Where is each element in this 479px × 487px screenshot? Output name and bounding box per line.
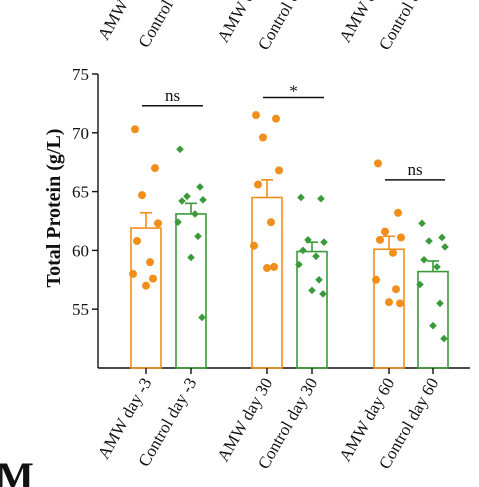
data-point	[372, 275, 380, 284]
data-point	[396, 299, 404, 308]
data-point	[149, 274, 157, 283]
data-point	[295, 260, 303, 269]
data-point	[312, 252, 320, 261]
data-point	[191, 210, 199, 218]
data-point	[319, 290, 327, 298]
y-tick-label: 70	[72, 124, 89, 143]
data-point	[259, 133, 267, 142]
data-point	[198, 313, 206, 322]
data-point	[199, 196, 207, 204]
bar	[175, 213, 207, 369]
data-point	[381, 227, 389, 236]
y-tick-label: 65	[72, 183, 89, 202]
data-point	[297, 193, 305, 202]
data-point	[154, 219, 162, 228]
data-point	[374, 159, 382, 168]
points-layer	[129, 111, 449, 343]
data-point	[272, 114, 280, 123]
data-point	[142, 281, 150, 290]
data-point	[420, 256, 428, 264]
data-point	[389, 248, 397, 257]
bar	[130, 227, 162, 369]
data-point	[187, 253, 195, 262]
data-point	[275, 166, 283, 175]
significance-label: *	[289, 82, 298, 101]
cropped-category-label: Control day -3	[134, 0, 200, 51]
data-point	[429, 321, 437, 330]
panel-letter: M	[0, 454, 34, 487]
data-point	[320, 238, 328, 246]
data-point	[133, 236, 141, 245]
data-point	[250, 241, 258, 250]
data-point	[418, 219, 426, 228]
data-point	[138, 191, 146, 200]
data-point	[392, 285, 400, 294]
significance-label: ns	[165, 86, 180, 105]
bar	[417, 270, 449, 369]
data-point	[146, 258, 154, 267]
data-point	[270, 262, 278, 271]
data-point	[394, 208, 402, 217]
data-point	[151, 164, 159, 173]
y-tick-label: 55	[72, 300, 89, 319]
data-point	[416, 280, 424, 289]
data-point	[397, 233, 405, 242]
data-point	[425, 237, 433, 245]
data-point	[299, 246, 307, 255]
data-point	[385, 298, 393, 307]
data-point	[433, 263, 441, 271]
data-point	[267, 218, 275, 227]
cropped-category-label: Control day 30	[254, 0, 321, 53]
bar	[296, 250, 328, 369]
data-point	[263, 264, 271, 273]
data-point	[196, 183, 204, 191]
data-point	[315, 276, 323, 284]
data-point	[317, 194, 325, 203]
significance-layer: ns * ns	[142, 82, 445, 181]
cropped-category-label: Control day 60	[375, 0, 442, 53]
data-point	[438, 233, 446, 242]
significance-label: ns	[407, 160, 422, 179]
data-point	[178, 197, 186, 205]
data-point	[440, 334, 448, 343]
data-point	[376, 235, 384, 244]
y-tick-label: 75	[72, 65, 89, 84]
y-tick-label: 60	[72, 241, 89, 260]
data-point	[441, 243, 449, 251]
y-axis-label: Total Protein (g/L)	[43, 129, 65, 288]
data-point	[254, 180, 262, 189]
data-point	[308, 286, 316, 295]
data-point	[252, 111, 260, 120]
data-point	[304, 236, 312, 244]
data-point	[436, 299, 444, 308]
data-point	[183, 192, 191, 201]
data-point	[131, 125, 139, 134]
data-point	[176, 145, 184, 154]
bar	[251, 196, 283, 369]
bar	[373, 248, 405, 369]
data-point	[194, 232, 202, 241]
data-point	[129, 269, 137, 278]
bars-layer	[130, 179, 449, 374]
data-point	[174, 218, 182, 226]
